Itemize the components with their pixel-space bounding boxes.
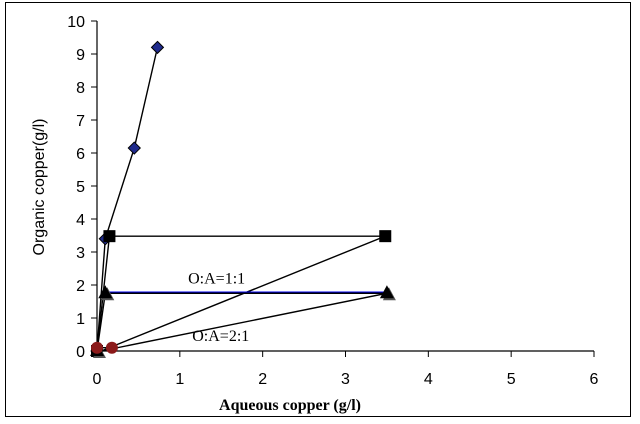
- x-tick-label: 2: [258, 371, 267, 388]
- circle-point: [105, 341, 118, 354]
- triangle-point: [379, 285, 394, 299]
- diamond-point: [127, 141, 141, 155]
- y-axis-title: Organic copper(g/l): [31, 119, 48, 256]
- y-tick-label: 1: [76, 311, 85, 328]
- ratio-annotation: O:A=2:1: [192, 328, 249, 345]
- y-tick-label: 5: [76, 179, 85, 196]
- triangle-point: [98, 285, 113, 299]
- data-marks: [90, 40, 396, 358]
- x-tick-label: 3: [341, 371, 350, 388]
- y-tick-label: 7: [76, 113, 85, 130]
- x-tick-label: 0: [93, 371, 102, 388]
- x-axis-title: Aqueous copper (g/l): [219, 397, 361, 414]
- ratio-annotation: O:A=1:1: [188, 270, 245, 287]
- y-tick-label: 8: [76, 80, 85, 97]
- connector-lines: [96, 47, 388, 352]
- x-tick-label: 1: [175, 371, 184, 388]
- operating-line: [101, 292, 388, 352]
- diamond-point: [150, 40, 165, 55]
- square-point: [103, 230, 116, 243]
- square-point: [379, 230, 392, 243]
- y-tick-label: 3: [76, 245, 85, 262]
- y-tick-label: 9: [76, 47, 85, 64]
- y-tick-label: 4: [76, 212, 85, 229]
- series-line: [96, 47, 159, 352]
- y-tick-label: 2: [76, 278, 85, 295]
- circle-point: [91, 341, 103, 354]
- x-tick-label: 5: [507, 371, 516, 388]
- y-tick-label: 6: [76, 146, 85, 163]
- labels: O:A=1:1 O:A=2:1: [188, 270, 249, 345]
- x-tick-label: 4: [424, 371, 433, 388]
- x-tick-label: 6: [590, 371, 599, 388]
- y-tick-label: 10: [67, 14, 85, 31]
- y-tick-label: 0: [76, 344, 85, 361]
